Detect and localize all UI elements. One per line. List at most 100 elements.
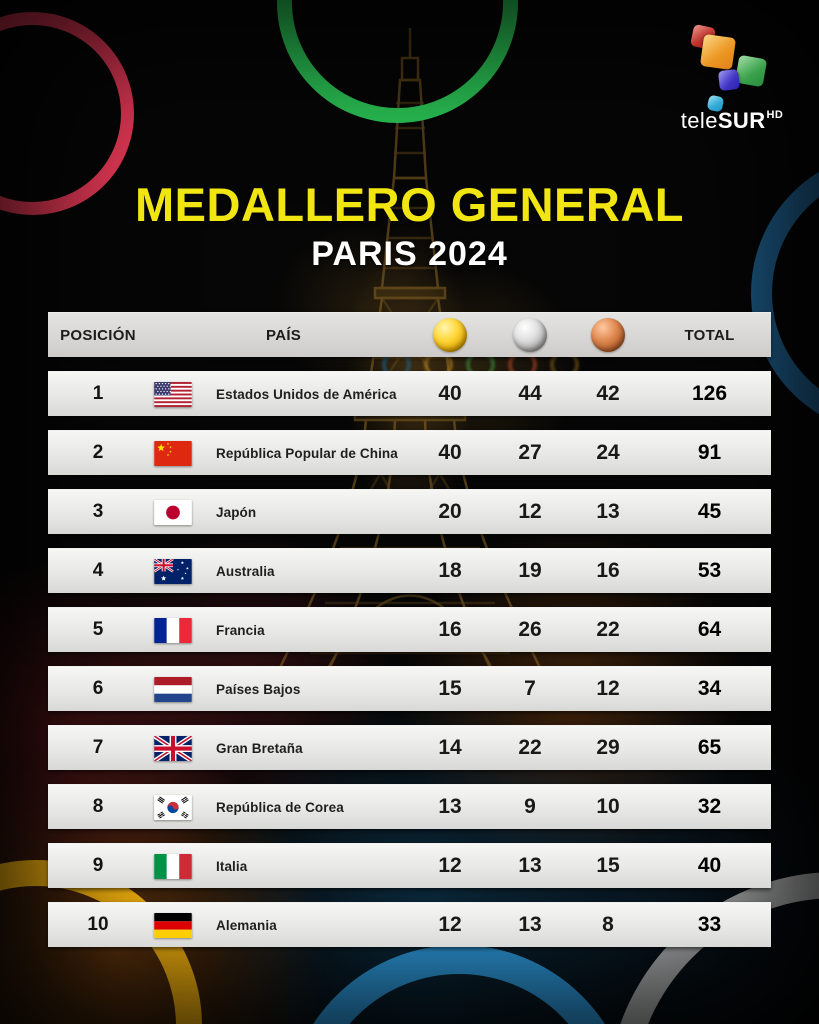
medal-table: POSICIÓN PAÍS TOTAL 1 Estados Unidos de … <box>48 312 771 961</box>
flag-cell <box>148 735 198 761</box>
country-cell: Japón <box>198 505 408 520</box>
bronze-count: 29 <box>596 736 620 759</box>
country-label: Países Bajos <box>216 681 301 697</box>
flag-cell <box>148 558 198 584</box>
gold-count: 12 <box>438 854 462 877</box>
silver-count: 19 <box>518 559 542 582</box>
gold-cell: 20 <box>408 500 492 524</box>
position-cell: 8 <box>48 796 148 818</box>
country-cell: Italia <box>198 859 408 874</box>
silver-count: 27 <box>518 441 542 464</box>
gold-count: 15 <box>438 677 462 700</box>
country-label: Italia <box>216 858 248 874</box>
silver-cell: 22 <box>492 736 568 760</box>
silver-cell: 13 <box>492 854 568 878</box>
silver-count: 7 <box>524 677 536 700</box>
total-count: 91 <box>697 441 722 464</box>
gold-count: 18 <box>438 559 462 582</box>
telesur-logo: teleSURHD <box>652 18 812 143</box>
silver-count: 13 <box>518 913 542 936</box>
table-row: 10 Alemania 12 13 8 33 <box>48 902 771 947</box>
table-row: 5 Francia 16 26 22 64 <box>48 607 771 652</box>
flag-nl-icon <box>154 676 192 702</box>
flag-cell <box>148 912 198 938</box>
gold-medal-icon <box>433 318 467 352</box>
flag-cell <box>148 617 198 643</box>
header-gold <box>408 318 492 352</box>
total-cell: 53 <box>648 559 771 583</box>
bronze-cell: 8 <box>568 913 648 937</box>
bronze-cell: 22 <box>568 618 648 642</box>
silver-count: 13 <box>518 854 542 877</box>
bronze-cell: 29 <box>568 736 648 760</box>
logo-text-sur: SUR <box>717 108 766 133</box>
position-label: 6 <box>92 678 104 699</box>
country-cell: Alemania <box>198 918 408 933</box>
telesur-wordmark: teleSURHD <box>652 108 812 134</box>
country-label: Japón <box>216 504 257 520</box>
country-cell: Gran Bretaña <box>198 741 408 756</box>
country-label: República de Corea <box>216 799 344 815</box>
table-row: 4 Australia 18 19 16 53 <box>48 548 771 593</box>
table-row: 3 Japón 20 12 13 45 <box>48 489 771 534</box>
flag-cell <box>148 499 198 525</box>
flag-cn-icon <box>154 440 192 466</box>
bronze-count: 16 <box>596 559 620 582</box>
position-label: 4 <box>92 560 104 581</box>
table-row: 8 República de Corea 13 9 10 32 <box>48 784 771 829</box>
position-label: 10 <box>87 914 109 935</box>
title-block: MEDALLERO GENERAL PARIS 2024 <box>0 180 819 274</box>
header-bronze <box>568 318 648 352</box>
position-label: 9 <box>92 855 104 876</box>
flag-fr-icon <box>154 617 192 643</box>
flag-cell <box>148 676 198 702</box>
gold-cell: 14 <box>408 736 492 760</box>
position-cell: 5 <box>48 619 148 641</box>
flag-cell <box>148 853 198 879</box>
gold-cell: 12 <box>408 854 492 878</box>
country-label: Alemania <box>216 917 277 933</box>
silver-count: 26 <box>518 618 542 641</box>
silver-count: 22 <box>518 736 542 759</box>
logo-green-square-icon <box>734 54 768 88</box>
gold-cell: 18 <box>408 559 492 583</box>
silver-count: 12 <box>518 500 542 523</box>
flag-cell <box>148 381 198 407</box>
total-cell: 65 <box>648 736 771 760</box>
bronze-count: 10 <box>596 795 620 818</box>
silver-cell: 12 <box>492 500 568 524</box>
total-cell: 33 <box>648 913 771 937</box>
logo-orange-square-icon <box>699 33 737 71</box>
flag-us-icon <box>154 381 192 407</box>
total-cell: 34 <box>648 677 771 701</box>
flag-kr-icon <box>154 794 192 820</box>
bronze-count: 8 <box>602 913 614 936</box>
total-cell: 45 <box>648 500 771 524</box>
bronze-cell: 15 <box>568 854 648 878</box>
flag-cell <box>148 440 198 466</box>
silver-medal-icon <box>513 318 547 352</box>
total-count: 65 <box>697 736 722 759</box>
page-title: MEDALLERO GENERAL <box>135 178 684 231</box>
country-label: Australia <box>216 563 275 579</box>
total-count: 32 <box>697 795 722 818</box>
bronze-count: 13 <box>596 500 620 523</box>
position-label: 5 <box>92 619 104 640</box>
silver-cell: 19 <box>492 559 568 583</box>
position-cell: 4 <box>48 560 148 582</box>
country-label: República Popular de China <box>216 445 398 461</box>
logo-indigo-square-icon <box>718 69 740 91</box>
country-cell: Francia <box>198 623 408 638</box>
gold-count: 16 <box>438 618 462 641</box>
bronze-cell: 24 <box>568 441 648 465</box>
bronze-cell: 42 <box>568 382 648 406</box>
total-count: 40 <box>697 854 722 877</box>
flag-jp-icon <box>154 499 192 525</box>
header-silver <box>492 318 568 352</box>
flag-gb-icon <box>154 735 192 761</box>
gold-cell: 40 <box>408 441 492 465</box>
header-position: POSICIÓN <box>60 326 136 344</box>
gold-cell: 40 <box>408 382 492 406</box>
table-header: POSICIÓN PAÍS TOTAL <box>48 312 771 357</box>
country-cell: República Popular de China <box>198 446 408 461</box>
